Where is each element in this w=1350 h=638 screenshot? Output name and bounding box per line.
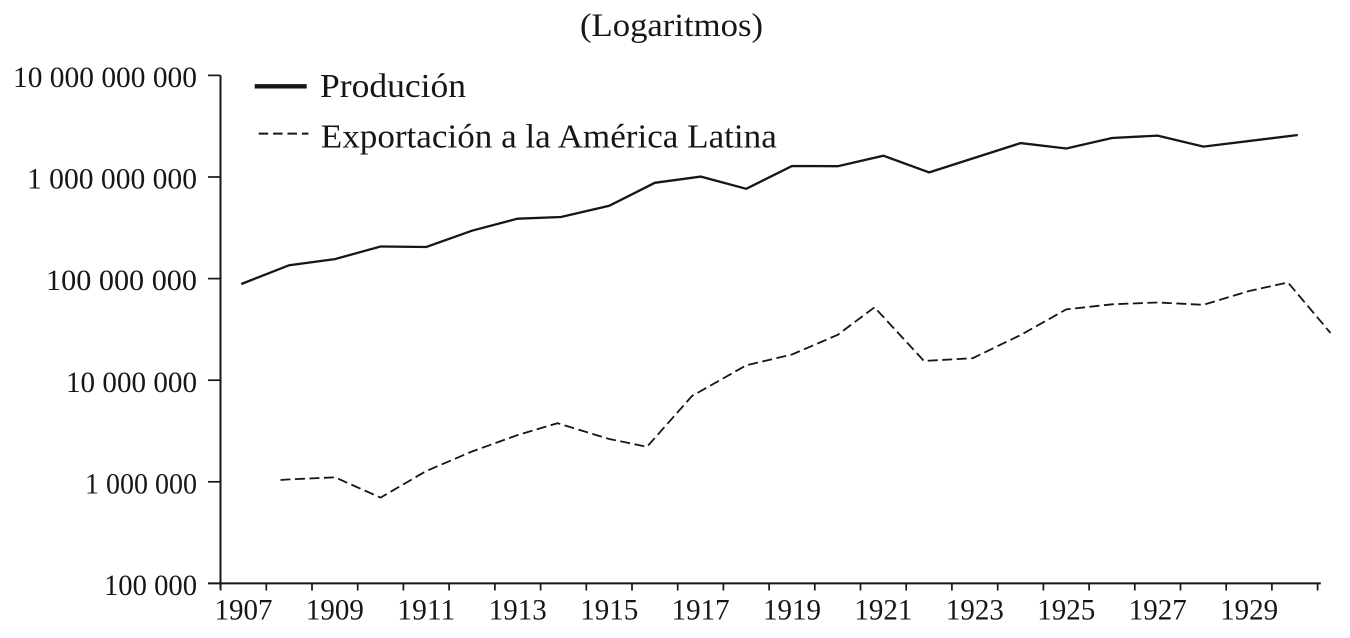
svg-text:10 000 000 000: 10 000 000 000	[13, 62, 197, 94]
svg-text:1913: 1913	[489, 595, 547, 627]
svg-text:1921: 1921	[854, 595, 912, 627]
svg-text:Exportación a la América Latin: Exportación a la América Latina	[321, 118, 777, 155]
svg-text:1915: 1915	[580, 595, 638, 627]
svg-text:1 000 000 000: 1 000 000 000	[27, 164, 197, 196]
svg-text:1909: 1909	[306, 595, 364, 627]
svg-text:10 000 000: 10 000 000	[66, 367, 197, 399]
svg-text:1929: 1929	[1220, 595, 1278, 627]
svg-text:1923: 1923	[946, 595, 1004, 627]
svg-text:(Logaritmos): (Logaritmos)	[580, 8, 763, 44]
svg-text:1 000 000: 1 000 000	[85, 468, 197, 500]
svg-text:100 000: 100 000	[104, 570, 197, 602]
svg-text:1911: 1911	[397, 595, 455, 627]
svg-text:1907: 1907	[215, 595, 273, 627]
svg-text:Produción: Produción	[320, 68, 466, 105]
svg-text:1927: 1927	[1129, 595, 1187, 627]
svg-text:1917: 1917	[672, 595, 730, 627]
svg-text:1919: 1919	[763, 595, 821, 627]
svg-text:1925: 1925	[1037, 595, 1095, 627]
svg-text:100 000 000: 100 000 000	[46, 265, 197, 297]
